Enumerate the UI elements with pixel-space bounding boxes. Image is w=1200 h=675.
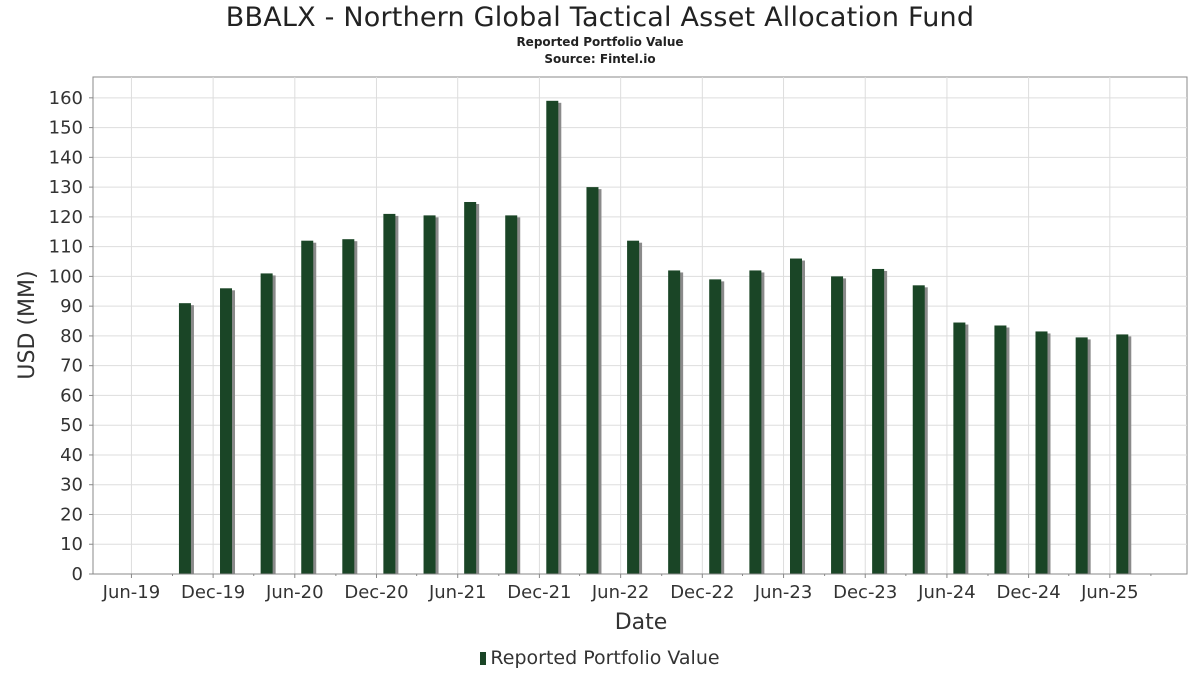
x-tick-label: Jun-24 xyxy=(917,582,976,603)
bar xyxy=(1116,334,1129,574)
y-tick-label: 130 xyxy=(49,177,83,198)
bar xyxy=(260,273,273,574)
x-tick-label: Dec-24 xyxy=(996,582,1060,603)
bar xyxy=(749,270,762,574)
x-axis: Jun-19 Dec-19 Jun-20 Dec-20 Jun-21 Dec-21 Jun-… xyxy=(93,573,1187,603)
x-tick-label: Jun-21 xyxy=(428,582,487,603)
bar xyxy=(994,325,1007,574)
bar xyxy=(912,285,925,574)
chart-title: BBALX - Northern Global Tactical Asset A… xyxy=(225,2,975,33)
bar xyxy=(423,215,436,574)
x-tick-label: Jun-25 xyxy=(1080,582,1139,603)
y-axis-title: USD (MM) xyxy=(15,270,40,379)
y-tick-label: 90 xyxy=(60,296,83,317)
bar xyxy=(627,240,640,575)
bar xyxy=(505,215,518,574)
y-tick-label: 30 xyxy=(60,475,83,496)
y-tick-label: 60 xyxy=(60,385,83,406)
y-tick-label: 150 xyxy=(49,118,83,139)
y-tick-label: 0 xyxy=(72,564,83,585)
y-tick-label: 120 xyxy=(49,207,83,228)
bar xyxy=(1035,331,1048,574)
bar xyxy=(586,187,599,574)
bar xyxy=(342,239,355,574)
bar xyxy=(831,276,844,574)
y-tick-label: 10 xyxy=(60,534,83,555)
bar xyxy=(464,201,477,574)
y-tick-label: 100 xyxy=(49,266,83,287)
legend: Reported Portfolio Value xyxy=(0,647,1200,669)
y-tick-label: 140 xyxy=(49,147,83,168)
bar xyxy=(546,100,559,574)
x-tick-label: Dec-19 xyxy=(181,582,245,603)
chart-subtitle: Reported Portfolio Value xyxy=(516,35,684,49)
bar xyxy=(872,268,885,574)
chart-source: Source: Fintel.io xyxy=(544,52,656,66)
bar xyxy=(1075,337,1088,574)
bar xyxy=(953,322,966,574)
x-tick-label: Jun-19 xyxy=(102,582,161,603)
legend-swatch xyxy=(480,652,487,665)
x-axis-title: Date xyxy=(615,610,668,635)
y-tick-label: 40 xyxy=(60,445,83,466)
y-axis: 0 10 20 30 40 50 60 70 80 90 100 110 120 130 140 150 160 xyxy=(49,77,94,585)
x-tick-label: Jun-22 xyxy=(591,582,650,603)
x-tick-label: Dec-20 xyxy=(344,582,408,603)
x-tick-label: Dec-22 xyxy=(670,582,734,603)
x-tick-label: Jun-23 xyxy=(754,582,813,603)
bars xyxy=(178,100,1132,575)
y-tick-label: 70 xyxy=(60,356,83,377)
y-tick-label: 110 xyxy=(49,237,83,258)
x-tick-label: Dec-23 xyxy=(833,582,897,603)
y-tick-label: 160 xyxy=(49,88,83,109)
bar xyxy=(220,288,233,574)
legend-label: Reported Portfolio Value xyxy=(490,647,720,669)
bar xyxy=(709,279,722,574)
bar xyxy=(789,258,802,574)
y-tick-label: 80 xyxy=(60,326,83,347)
y-tick-label: 20 xyxy=(60,504,83,525)
bar xyxy=(383,213,396,575)
x-tick-label: Jun-20 xyxy=(265,582,324,603)
bar xyxy=(301,240,314,575)
x-tick-label: Dec-21 xyxy=(507,582,571,603)
bar xyxy=(178,303,191,574)
bar xyxy=(668,270,681,574)
y-tick-label: 50 xyxy=(60,415,83,436)
